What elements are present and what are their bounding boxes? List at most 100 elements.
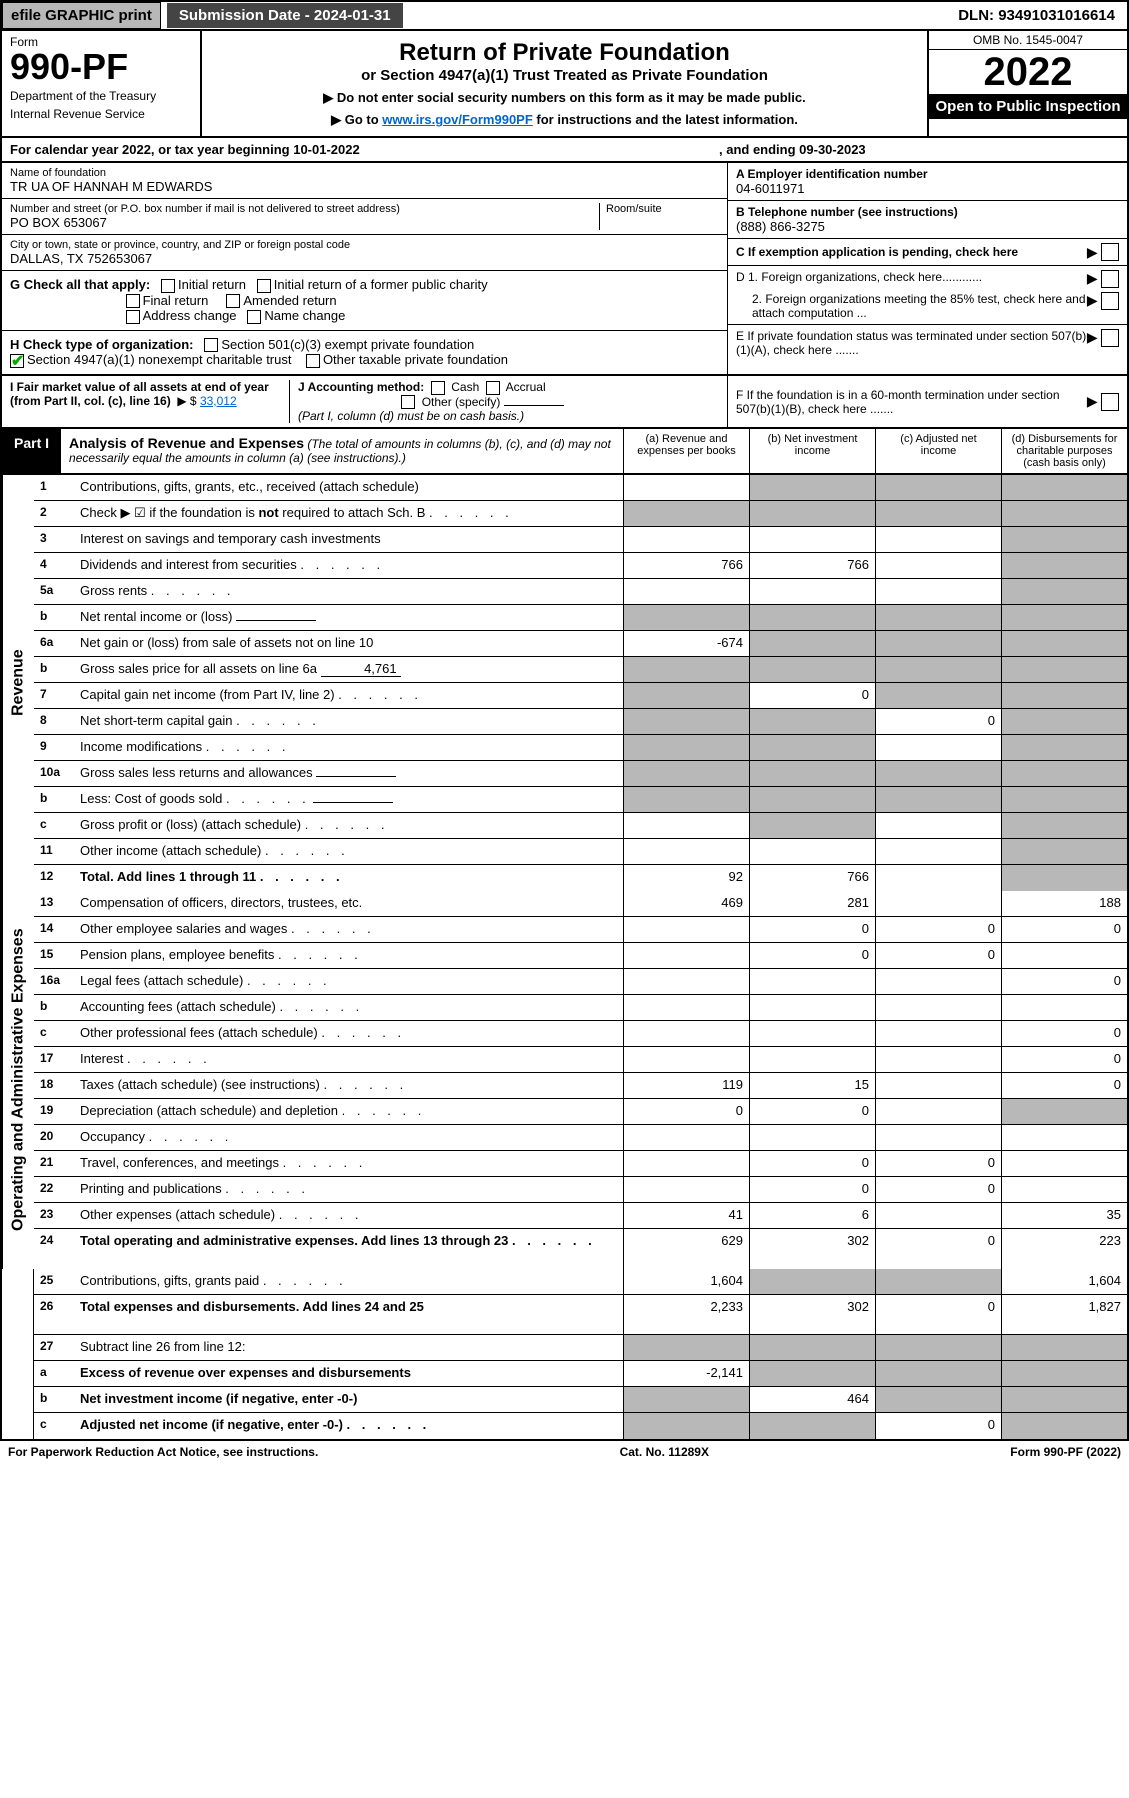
value-cell: 302 — [749, 1295, 875, 1334]
chk-name-change[interactable] — [247, 310, 261, 324]
chk-amended[interactable] — [226, 294, 240, 308]
opt-initial: Initial return — [178, 277, 246, 292]
line-description: Other expenses (attach schedule) . . . .… — [74, 1203, 623, 1228]
ssn-note: ▶ Do not enter social security numbers o… — [210, 90, 919, 106]
chk-initial-return[interactable] — [161, 279, 175, 293]
line-description: Printing and publications . . . . . . — [74, 1177, 623, 1202]
city-cell: City or town, state or province, country… — [2, 235, 727, 271]
table-row: 8Net short-term capital gain . . . . . .… — [34, 709, 1127, 735]
chk-4947[interactable] — [10, 354, 24, 368]
chk-501c3[interactable] — [204, 338, 218, 352]
line-number: c — [34, 1413, 74, 1439]
topbar: efile GRAPHIC print Submission Date - 20… — [0, 0, 1129, 31]
line-number: 26 — [34, 1295, 74, 1334]
table-row: 10aGross sales less returns and allowanc… — [34, 761, 1127, 787]
line-description: Subtract line 26 from line 12: — [74, 1335, 623, 1360]
value-cell — [875, 1335, 1001, 1360]
value-cell: 0 — [749, 917, 875, 942]
tax-year: 2022 — [929, 50, 1127, 94]
chk-other-taxable[interactable] — [306, 354, 320, 368]
omb-number: OMB No. 1545-0047 — [929, 31, 1127, 50]
d1-label: D 1. Foreign organizations, check here..… — [736, 270, 1087, 288]
line-description: Net rental income or (loss) — [74, 605, 623, 630]
value-cell — [1001, 605, 1127, 630]
value-cell — [875, 657, 1001, 682]
value-cell — [749, 761, 875, 786]
chk-d2[interactable] — [1101, 292, 1119, 310]
chk-initial-former[interactable] — [257, 279, 271, 293]
chk-accrual[interactable] — [486, 381, 500, 395]
value-cell — [875, 865, 1001, 891]
value-cell — [623, 579, 749, 604]
opt-amended: Amended return — [243, 293, 336, 308]
h-row: H Check type of organization: Section 50… — [2, 331, 727, 374]
chk-e[interactable] — [1101, 329, 1119, 347]
line-description: Contributions, gifts, grants, etc., rece… — [74, 475, 623, 500]
efile-print-button[interactable]: efile GRAPHIC print — [2, 2, 161, 29]
value-cell: -2,141 — [623, 1361, 749, 1386]
value-cell — [749, 657, 875, 682]
table-row: 14Other employee salaries and wages . . … — [34, 917, 1127, 943]
entity-info: Name of foundation TR UA OF HANNAH M EDW… — [0, 163, 1129, 376]
value-cell: 0 — [749, 1099, 875, 1124]
line-description: Accounting fees (attach schedule) . . . … — [74, 995, 623, 1020]
value-cell — [623, 735, 749, 760]
table-row: bAccounting fees (attach schedule) . . .… — [34, 995, 1127, 1021]
chk-c[interactable] — [1101, 243, 1119, 261]
value-cell: 6 — [749, 1203, 875, 1228]
value-cell — [623, 1021, 749, 1046]
value-cell — [875, 1125, 1001, 1150]
line-description: Legal fees (attach schedule) . . . . . . — [74, 969, 623, 994]
line-number: b — [34, 605, 74, 630]
value-cell — [623, 787, 749, 812]
line-number: 16a — [34, 969, 74, 994]
value-cell — [875, 735, 1001, 760]
value-cell — [749, 995, 875, 1020]
table-row: 3Interest on savings and temporary cash … — [34, 527, 1127, 553]
table-row: bGross sales price for all assets on lin… — [34, 657, 1127, 683]
phone-cell: B Telephone number (see instructions) (8… — [728, 201, 1127, 239]
chk-d1[interactable] — [1101, 270, 1119, 288]
chk-other-method[interactable] — [401, 395, 415, 409]
table-row: 7Capital gain net income (from Part IV, … — [34, 683, 1127, 709]
table-row: cAdjusted net income (if negative, enter… — [34, 1413, 1127, 1439]
value-cell — [623, 995, 749, 1020]
line-number: 8 — [34, 709, 74, 734]
chk-final-return[interactable] — [126, 294, 140, 308]
value-cell — [875, 1073, 1001, 1098]
city: DALLAS, TX 752653067 — [10, 251, 719, 266]
value-cell — [1001, 995, 1127, 1020]
value-cell — [1001, 1099, 1127, 1124]
value-cell — [875, 813, 1001, 838]
chk-address-change[interactable] — [126, 310, 140, 324]
value-cell — [749, 1413, 875, 1439]
table-row: 24Total operating and administrative exp… — [34, 1229, 1127, 1269]
i-value[interactable]: 33,012 — [200, 394, 237, 408]
value-cell — [623, 943, 749, 968]
value-cell: 0 — [1001, 969, 1127, 994]
value-cell: 0 — [875, 1295, 1001, 1334]
line-description: Contributions, gifts, grants paid . . . … — [74, 1269, 623, 1294]
note2-pre: ▶ Go to — [331, 112, 382, 127]
irs-link[interactable]: www.irs.gov/Form990PF — [382, 112, 533, 127]
arrow-icon: ▶ — [1087, 270, 1098, 288]
form-subtitle: or Section 4947(a)(1) Trust Treated as P… — [210, 67, 919, 84]
table-row: 9Income modifications . . . . . . — [34, 735, 1127, 761]
chk-cash[interactable] — [431, 381, 445, 395]
table-row: bNet investment income (if negative, ent… — [34, 1387, 1127, 1413]
value-cell: 1,604 — [623, 1269, 749, 1294]
line-number: 7 — [34, 683, 74, 708]
c-cell: C If exemption application is pending, c… — [728, 239, 1127, 266]
line-number: 23 — [34, 1203, 74, 1228]
table-row: 22Printing and publications . . . . . .0… — [34, 1177, 1127, 1203]
value-cell — [875, 995, 1001, 1020]
value-cell — [1001, 631, 1127, 656]
value-cell — [623, 917, 749, 942]
value-cell — [875, 839, 1001, 864]
opt-addr-change: Address change — [143, 308, 237, 323]
value-cell — [1001, 1177, 1127, 1202]
value-cell: 302 — [749, 1229, 875, 1269]
value-cell — [623, 605, 749, 630]
e-cell: E If private foundation status was termi… — [728, 325, 1127, 361]
chk-f[interactable] — [1101, 393, 1119, 411]
